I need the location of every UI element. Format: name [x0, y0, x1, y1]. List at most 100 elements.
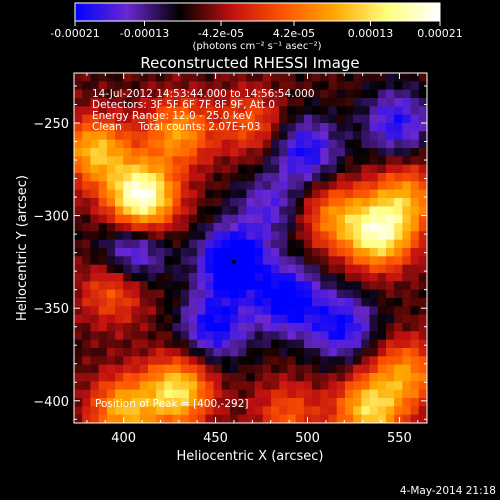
- heatmap-cell: [328, 198, 338, 207]
- heatmap-cell: [147, 164, 157, 174]
- heatmap-cell: [90, 398, 100, 407]
- heatmap-cell: [336, 214, 346, 224]
- heatmap-cell: [287, 156, 297, 166]
- heatmap-cell: [336, 323, 346, 332]
- heatmap-cell: [115, 348, 124, 357]
- heatmap-cell: [328, 139, 338, 149]
- heatmap-cell: [164, 198, 173, 207]
- heatmap-cell: [197, 239, 206, 249]
- heatmap-cell: [172, 414, 182, 423]
- heatmap-cell: [205, 231, 214, 241]
- heatmap-cell: [344, 114, 354, 124]
- heatmap-cell: [336, 239, 346, 249]
- heatmap-cell: [139, 364, 149, 374]
- heatmap-cell: [287, 356, 297, 366]
- heatmap-cell: [344, 206, 354, 216]
- heatmap-cell: [90, 264, 100, 274]
- heatmap-cell: [394, 156, 403, 166]
- heatmap-cell: [156, 156, 165, 166]
- heatmap-cell: [402, 289, 411, 299]
- heatmap-cell: [361, 314, 370, 324]
- heatmap-cell: [197, 381, 206, 391]
- heatmap-cell: [131, 364, 141, 374]
- heatmap-cell: [246, 81, 256, 91]
- heatmap-cell: [229, 381, 239, 391]
- heatmap-cell: [271, 381, 280, 391]
- heatmap-cell: [147, 398, 157, 407]
- heatmap-cell: [229, 264, 239, 274]
- heatmap-cell: [410, 223, 420, 232]
- heatmap-cell: [336, 89, 346, 99]
- heatmap-cell: [238, 373, 247, 382]
- heatmap-cell: [147, 148, 157, 157]
- heatmap-cell: [229, 123, 239, 132]
- heatmap-cell: [238, 139, 247, 149]
- heatmap-cell: [188, 256, 198, 266]
- heatmap-cell: [418, 298, 427, 307]
- heatmap-cell: [320, 223, 329, 232]
- heatmap-cell: [164, 248, 173, 257]
- heatmap-cell: [344, 398, 354, 407]
- heatmap-cell: [188, 89, 198, 99]
- heatmap-cell: [328, 214, 338, 224]
- heatmap-cell: [320, 148, 329, 157]
- heatmap-cell: [344, 248, 354, 257]
- heatmap-cell: [344, 289, 354, 299]
- heatmap-cell: [385, 414, 395, 423]
- heatmap-cell: [246, 314, 256, 324]
- heatmap-cell: [279, 331, 288, 341]
- heatmap-cell: [254, 364, 264, 374]
- heatmap-cell: [90, 306, 100, 316]
- heatmap-cell: [197, 289, 206, 299]
- heatmap-cell: [336, 81, 346, 91]
- heatmap-cell: [180, 139, 190, 149]
- heatmap-cell: [377, 331, 387, 341]
- heatmap-cell: [320, 256, 329, 266]
- heatmap-cell: [369, 364, 379, 374]
- heatmap-cell: [394, 239, 403, 249]
- heatmap-cell: [213, 373, 223, 382]
- heatmap-cell: [328, 206, 338, 216]
- heatmap-cell: [131, 289, 141, 299]
- heatmap-cell: [402, 398, 411, 407]
- heatmap-cell: [262, 306, 272, 316]
- heatmap-cell: [312, 356, 321, 366]
- heatmap-cell: [164, 123, 173, 132]
- heatmap-cell: [82, 98, 91, 107]
- heatmap-cell: [82, 139, 91, 149]
- heatmap-cell: [180, 381, 190, 391]
- heatmap-cell: [287, 139, 297, 149]
- heatmap-cell: [139, 414, 149, 423]
- heatmap-cell: [90, 173, 100, 182]
- heatmap-cell: [74, 356, 83, 366]
- heatmap-cell: [188, 181, 198, 191]
- heatmap-cell: [139, 106, 149, 116]
- heatmap-cell: [394, 289, 403, 299]
- heatmap-cell: [353, 373, 362, 382]
- heatmap-cell: [213, 348, 223, 357]
- heatmap-cell: [312, 339, 321, 349]
- algorithm-counts-text: Clean Total counts: 2.07E+03: [92, 121, 261, 133]
- heatmap-cell: [312, 273, 321, 282]
- heatmap-cell: [279, 123, 288, 132]
- heatmap-cell: [385, 123, 395, 132]
- heatmap-cell: [254, 198, 264, 207]
- heatmap-cell: [172, 73, 182, 82]
- heatmap-cell: [156, 364, 165, 374]
- heatmap-cell: [320, 156, 329, 166]
- heatmap-cell: [205, 123, 214, 132]
- heatmap-cell: [418, 281, 427, 291]
- heatmap-cell: [295, 81, 305, 91]
- heatmap-cell: [188, 323, 198, 332]
- heatmap-cell: [229, 314, 239, 324]
- heatmap-cell: [312, 239, 321, 249]
- heatmap-cell: [205, 114, 214, 124]
- heatmap-cell: [238, 398, 247, 407]
- heatmap-cell: [106, 256, 116, 266]
- heatmap-cell: [90, 381, 100, 391]
- heatmap-cell: [418, 198, 427, 207]
- heatmap-cell: [394, 98, 403, 107]
- heatmap-cell: [74, 364, 83, 374]
- heatmap-cell: [90, 406, 100, 416]
- heatmap-cell: [213, 81, 223, 91]
